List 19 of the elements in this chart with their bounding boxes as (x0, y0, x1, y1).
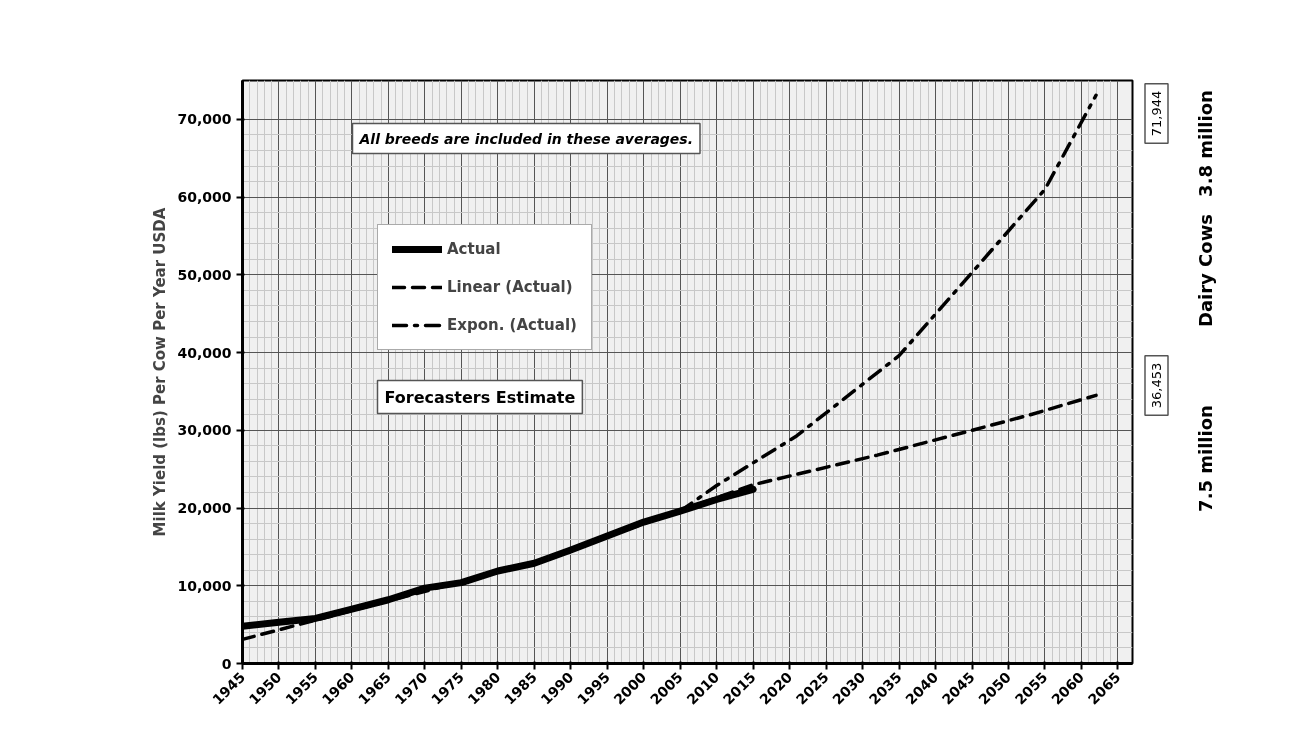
text: 36,453 (1149, 362, 1164, 409)
y-tick-label: 30,000 (177, 422, 232, 439)
legend-label: Actual (447, 240, 501, 258)
annotation: Forecasters Estimate (384, 387, 576, 407)
annotation: All breeds are included in these averages. (358, 130, 693, 147)
text: Dairy Cows (1195, 213, 1216, 328)
y-tick-label: 70,000 (177, 111, 232, 128)
y-tick-label: 60,000 (177, 189, 232, 206)
y-tick-label: 40,000 (177, 344, 232, 361)
y-tick-label: 20,000 (177, 500, 232, 517)
y-tick-label: 0 (221, 655, 232, 672)
legend-label: Expon. (Actual) (447, 316, 577, 334)
text: 7.5 million (1195, 405, 1216, 512)
y-tick-label: 10,000 (177, 577, 232, 594)
y-axis-title: Milk Yield (lbs) Per Cow Per Year USDA (151, 207, 170, 537)
legend-label: Linear (Actual) (447, 278, 573, 296)
text: 3.8 million (1195, 90, 1216, 197)
text: 71,944 (1149, 90, 1164, 137)
y-tick-label: 50,000 (177, 266, 232, 283)
